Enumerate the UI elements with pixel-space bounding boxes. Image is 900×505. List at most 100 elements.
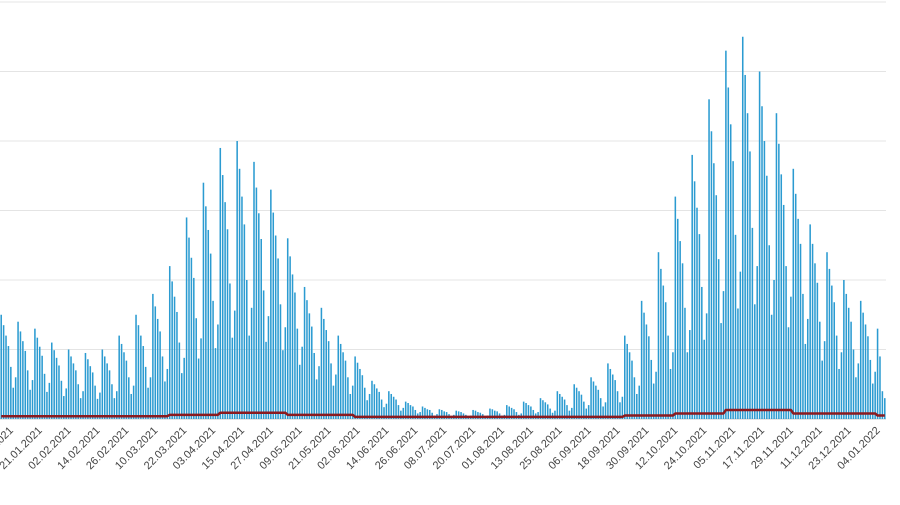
bar — [197, 358, 200, 419]
bar — [323, 318, 325, 419]
bar — [867, 336, 869, 419]
bar — [640, 300, 643, 419]
bar — [585, 408, 588, 419]
bar — [672, 352, 674, 419]
bar — [265, 341, 267, 419]
line — [1, 408, 885, 419]
bar — [698, 234, 701, 419]
bar — [515, 412, 518, 419]
bar — [392, 396, 395, 419]
bar — [621, 396, 624, 419]
bar — [546, 404, 549, 419]
bar — [763, 141, 766, 419]
bar — [845, 293, 848, 419]
bar — [869, 359, 872, 419]
bar — [65, 388, 67, 419]
bar — [306, 300, 308, 419]
bar — [82, 391, 84, 419]
bar — [335, 374, 337, 419]
bar — [130, 393, 132, 419]
bar — [219, 147, 222, 419]
bar — [676, 218, 679, 419]
bar — [602, 406, 604, 419]
bar — [342, 352, 344, 419]
bar — [106, 363, 108, 419]
bar — [243, 224, 246, 419]
bar — [282, 350, 284, 419]
bar — [780, 174, 783, 419]
bar — [159, 331, 161, 419]
bar — [125, 360, 128, 419]
bar — [768, 245, 771, 419]
bar — [193, 277, 195, 419]
bar — [373, 384, 376, 419]
bar — [587, 405, 590, 419]
bar — [137, 325, 140, 419]
bar — [103, 356, 106, 419]
bar — [510, 407, 513, 419]
bar — [171, 281, 173, 419]
bar — [111, 384, 113, 419]
bar — [79, 398, 82, 419]
bar — [233, 310, 236, 419]
bar — [294, 292, 296, 419]
bar — [190, 257, 193, 419]
bar — [662, 285, 665, 419]
bar — [260, 238, 262, 419]
bar — [397, 405, 400, 419]
bar — [573, 384, 575, 419]
bar — [722, 291, 725, 419]
bar — [24, 350, 27, 419]
bar — [693, 181, 696, 419]
bar — [419, 412, 421, 419]
bar — [732, 161, 734, 419]
bar — [202, 182, 205, 419]
bar — [804, 343, 807, 419]
bar — [797, 218, 799, 419]
bar — [142, 346, 145, 419]
bar — [595, 385, 597, 419]
bar — [455, 410, 458, 419]
bar — [178, 342, 181, 419]
bar — [274, 235, 277, 419]
bar — [556, 391, 559, 419]
bar — [161, 356, 164, 419]
bar — [638, 385, 640, 419]
bar — [301, 346, 303, 419]
bar — [648, 336, 650, 419]
bar — [761, 106, 763, 419]
bar — [347, 377, 349, 419]
bar — [597, 389, 600, 419]
bar — [607, 363, 609, 419]
bar — [224, 202, 226, 419]
bar — [544, 402, 547, 419]
bar — [611, 374, 614, 419]
bar — [207, 229, 210, 419]
bar — [655, 371, 657, 419]
bar — [884, 398, 886, 419]
bar — [554, 410, 556, 419]
bar — [140, 335, 142, 419]
bar — [407, 403, 409, 419]
bar — [785, 266, 787, 419]
bar — [38, 346, 41, 419]
bar — [689, 330, 691, 419]
bar — [34, 328, 36, 419]
bar — [113, 398, 116, 419]
bar — [270, 189, 272, 419]
bar — [616, 391, 619, 419]
bar — [679, 241, 681, 419]
bar — [75, 370, 77, 419]
bar — [667, 335, 669, 419]
bar — [806, 318, 809, 419]
bar — [826, 252, 828, 419]
bar — [778, 143, 780, 419]
bar — [840, 352, 843, 419]
bar — [349, 393, 352, 419]
bar — [563, 399, 566, 419]
bar — [368, 393, 371, 419]
bar — [532, 409, 535, 419]
bar — [790, 296, 792, 419]
bar — [36, 337, 39, 419]
